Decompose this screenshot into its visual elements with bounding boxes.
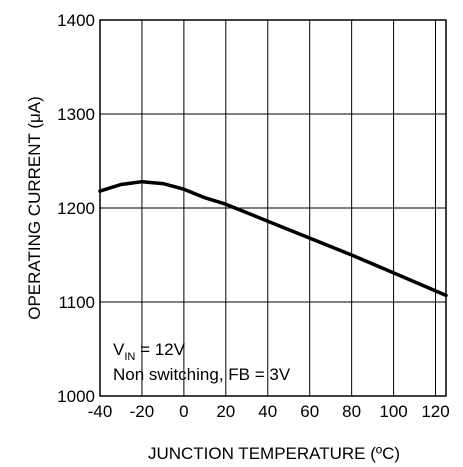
y-tick-label: 1000 [57,387,95,406]
y-tick-label: 1100 [58,293,95,312]
vin-annotation: VIN = 12V [113,340,186,363]
x-tick-label: 100 [379,402,407,421]
x-tick-label: -20 [130,402,155,421]
grid-lines [100,20,446,396]
operating-current-line [98,179,448,298]
x-axis-title: JUNCTION TEMPERATURE (ºC) [148,444,400,463]
y-tick-label: 1200 [57,199,95,218]
y-tick-label: 1400 [57,11,95,30]
y-tick-labels: 1000 1100 1200 1300 1400 [57,11,95,406]
plot-frame [99,19,447,397]
x-tick-labels: -40 -20 0 20 40 60 80 100 120 [88,402,450,421]
series-group [98,179,448,298]
y-axis-title: OPERATING CURRENT (μA) [25,96,44,320]
x-tick-label: 0 [179,402,188,421]
x-tick-label: 20 [216,402,235,421]
vin-label-subscript: IN [124,351,135,363]
x-tick-label: 120 [421,402,449,421]
condition-annotation: Non switching, FB = 3V [113,365,291,384]
y-tick-label: 1300 [57,105,95,124]
x-tick-label: -40 [88,402,113,421]
x-tick-label: 40 [258,402,277,421]
vin-value: = 12V [135,340,185,359]
x-tick-label: 60 [300,402,319,421]
x-tick-label: 80 [342,402,361,421]
vin-label-main: V [113,340,125,359]
